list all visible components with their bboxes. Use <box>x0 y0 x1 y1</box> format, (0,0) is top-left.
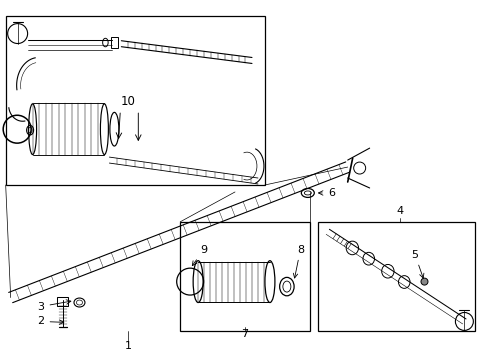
Text: 2: 2 <box>38 316 63 327</box>
Text: 6: 6 <box>318 188 334 198</box>
Text: 1: 1 <box>124 341 132 351</box>
Bar <box>317 222 474 332</box>
Bar <box>57 297 68 306</box>
Text: 7: 7 <box>241 329 248 339</box>
Ellipse shape <box>420 278 427 285</box>
Text: 3: 3 <box>38 300 71 311</box>
Bar <box>111 37 118 48</box>
Text: 5: 5 <box>411 250 423 278</box>
Text: 8: 8 <box>293 245 304 278</box>
Bar <box>180 222 309 332</box>
Text: 4: 4 <box>395 206 402 216</box>
Bar <box>6 15 264 185</box>
Text: 10: 10 <box>121 95 136 108</box>
Text: 9: 9 <box>192 245 207 266</box>
